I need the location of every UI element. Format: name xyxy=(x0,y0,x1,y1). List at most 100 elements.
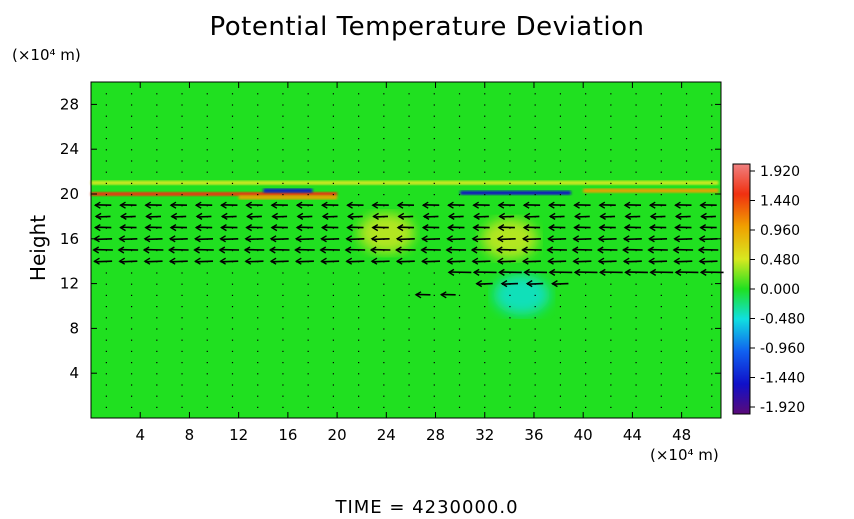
vector-dot xyxy=(484,384,486,386)
vector-dot xyxy=(282,328,284,330)
wind-arrow-head xyxy=(119,223,126,232)
vector-dot xyxy=(408,395,410,397)
vector-dot xyxy=(332,138,334,140)
vector-dot xyxy=(130,406,133,408)
vector-dot xyxy=(711,306,713,308)
wind-arrow xyxy=(674,238,693,241)
wind-arrow xyxy=(247,215,262,218)
vector-dot xyxy=(610,395,612,397)
vector-dot xyxy=(231,306,234,308)
wind-arrow-head xyxy=(346,223,353,232)
wind-arrow xyxy=(119,238,138,241)
band-feature-3 xyxy=(460,190,571,195)
wind-arrow-head xyxy=(219,235,226,243)
wind-arrow-head xyxy=(674,223,681,232)
wind-arrow-head xyxy=(522,223,530,232)
vector-dot xyxy=(383,104,385,106)
wind-arrow-head xyxy=(623,223,631,232)
vector-dot xyxy=(332,182,334,184)
vector-dot xyxy=(130,93,133,95)
band-feature-1 xyxy=(238,195,338,200)
vector-dot xyxy=(660,294,662,296)
vector-dot xyxy=(509,194,511,196)
vector-dot xyxy=(685,93,688,95)
vector-dot xyxy=(685,104,688,106)
vector-dot xyxy=(534,317,536,319)
vector-dot xyxy=(509,373,511,375)
vector-dot xyxy=(358,350,360,352)
vector-dot xyxy=(383,362,385,364)
vector-dot xyxy=(181,406,183,408)
vector-dot xyxy=(257,317,259,319)
vector-dot xyxy=(206,138,208,140)
vector-dot xyxy=(383,283,385,285)
vector-dot xyxy=(509,317,511,319)
vector-dot xyxy=(332,93,334,95)
vector-dot xyxy=(130,362,133,364)
vector-dot xyxy=(610,339,612,341)
vector-dot xyxy=(130,283,133,285)
vector-dot xyxy=(433,115,435,117)
vector-dot xyxy=(509,93,511,95)
vector-dot xyxy=(181,149,183,151)
vector-dot xyxy=(711,272,713,274)
vector-dot xyxy=(458,283,461,285)
vector-dot xyxy=(231,93,234,95)
wind-arrow-head xyxy=(169,201,177,209)
vector-dot xyxy=(307,93,309,95)
vector-dot xyxy=(484,395,486,397)
vector-dot xyxy=(685,194,688,196)
vector-dot xyxy=(509,294,511,296)
vector-dot xyxy=(585,115,587,117)
vector-dot xyxy=(307,306,309,308)
x-tick-label: 44 xyxy=(623,426,642,444)
vector-dot xyxy=(156,171,158,173)
vector-dot xyxy=(610,93,612,95)
wind-arrow-head xyxy=(319,246,327,254)
vector-dot xyxy=(559,194,562,196)
vector-dot xyxy=(181,182,183,184)
vector-dot xyxy=(458,317,461,319)
vector-dot xyxy=(458,373,461,375)
vector-dot xyxy=(383,93,385,95)
vector-dot xyxy=(660,93,662,95)
vector-dot xyxy=(383,160,385,162)
vector-dot xyxy=(181,93,183,95)
vector-dot xyxy=(408,283,410,285)
vector-dot xyxy=(206,384,208,386)
vector-dot xyxy=(358,138,360,140)
vector-dot xyxy=(206,395,208,397)
wind-arrow-head xyxy=(472,268,480,277)
vector-dot xyxy=(433,328,435,330)
vector-dot xyxy=(509,138,511,140)
vector-dot xyxy=(559,294,562,296)
vector-dot xyxy=(484,104,486,106)
vector-dot xyxy=(257,406,259,408)
wind-arrow-head xyxy=(698,257,706,265)
wind-arrow-head xyxy=(647,246,655,254)
vector-dot xyxy=(130,182,133,184)
vector-dot xyxy=(433,272,435,274)
vector-dot xyxy=(231,283,234,285)
vector-dot xyxy=(332,160,334,162)
vector-dot xyxy=(383,306,385,308)
colorbar-tick-label: -0.960 xyxy=(760,341,805,357)
wind-arrow xyxy=(523,238,541,241)
wind-arrow-head xyxy=(295,201,303,209)
vector-dot xyxy=(433,294,435,296)
wind-arrow xyxy=(501,282,519,285)
wind-arrow-head xyxy=(500,279,508,288)
vector-dot xyxy=(105,126,107,128)
vector-dot xyxy=(332,306,334,308)
wind-arrow-head xyxy=(574,212,581,221)
wind-arrow-head xyxy=(571,246,579,254)
vector-dot xyxy=(433,362,435,364)
vector-dot xyxy=(484,339,486,341)
vector-dot xyxy=(484,149,486,151)
wind-arrow-head xyxy=(648,201,656,209)
vector-dot xyxy=(635,149,637,151)
vector-dot xyxy=(534,171,536,173)
vector-dot xyxy=(181,115,183,117)
vector-dot xyxy=(156,306,158,308)
wind-arrow xyxy=(271,238,289,241)
